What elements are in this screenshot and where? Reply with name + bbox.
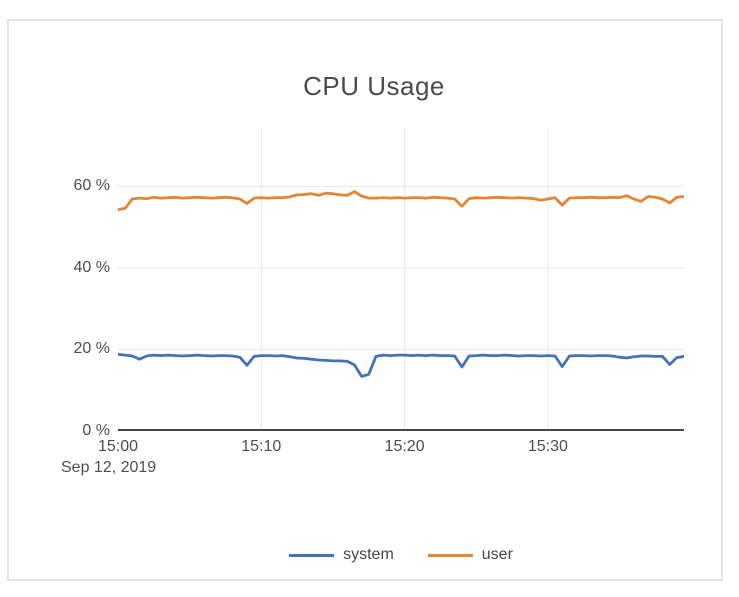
user-series-line — [118, 190, 684, 211]
chart-card: CPU Usage — [7, 19, 723, 581]
legend-label-system: system — [343, 546, 394, 563]
x-axis-label: 15:20 — [384, 438, 425, 455]
user-line-swatch — [427, 553, 473, 557]
y-axis-label: 40 % — [73, 258, 110, 276]
x-axis-label: 15:10 — [241, 438, 282, 455]
system-line-swatch — [289, 553, 335, 557]
y-axis-label: 20 % — [73, 340, 110, 358]
x-axis-label: 15:30 — [527, 438, 568, 455]
y-axis-label: 0 % — [82, 422, 110, 439]
legend-item-system[interactable]: system — [289, 546, 394, 564]
system-series-line — [118, 352, 684, 378]
plot-canvas — [118, 128, 684, 431]
y-axis-label: 60 % — [73, 177, 110, 195]
legend-item-user[interactable]: user — [427, 546, 513, 564]
chart-title: CPU Usage — [303, 71, 445, 101]
x-axis-label: 15:00 — [97, 438, 139, 455]
x-axis-date-label: Sep 12, 2019 — [61, 459, 157, 476]
legend: system user — [118, 546, 684, 564]
legend-label-user: user — [481, 546, 513, 563]
